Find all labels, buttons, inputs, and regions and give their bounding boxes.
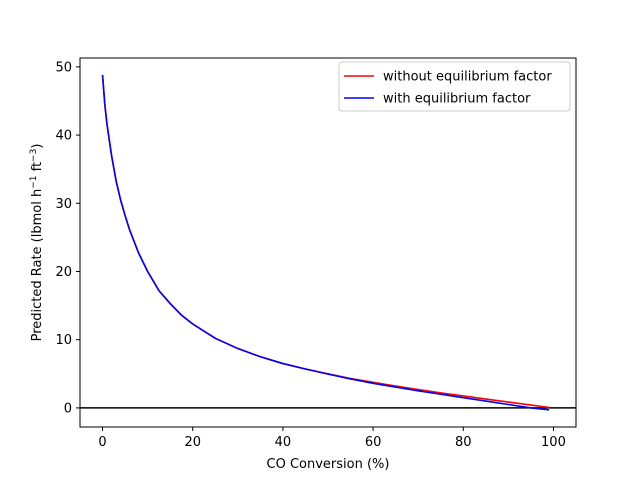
x-axis-label: CO Conversion (%)	[267, 457, 390, 472]
legend-label-with-equilibrium: with equilibrium factor	[383, 92, 531, 107]
axis-ticks: 0 20 40 60 80 100 0 10 20 30 40 50	[55, 60, 565, 450]
y-tick-label: 10	[55, 333, 72, 348]
y-tick-label: 20	[55, 265, 72, 280]
y-tick-label: 0	[64, 401, 72, 416]
x-tick-label: 80	[455, 435, 472, 450]
y-tick-label: 40	[55, 129, 72, 144]
y-tick-label: 50	[55, 60, 72, 75]
plot-content	[80, 74, 576, 411]
legend-label-without-equilibrium: without equilibrium factor	[383, 70, 552, 85]
legend-box	[338, 61, 571, 112]
x-tick-label: 100	[541, 435, 566, 450]
y-tick-label: 30	[55, 197, 72, 212]
series-line-with-equilibrium	[101, 74, 550, 411]
x-tick-label: 40	[275, 435, 292, 450]
x-tick-label: 60	[365, 435, 382, 450]
plot-frame	[79, 57, 577, 428]
x-tick-label: 20	[184, 435, 201, 450]
y-axis-label: Predicted Rate (lbmol h−1 ft−3)	[29, 144, 45, 342]
x-tick-label: 0	[98, 435, 106, 450]
legend: without equilibrium factor with equilibr…	[338, 61, 571, 112]
